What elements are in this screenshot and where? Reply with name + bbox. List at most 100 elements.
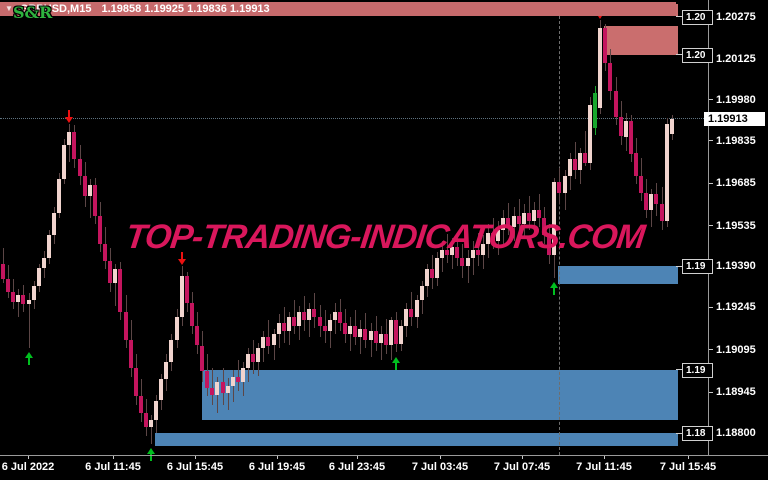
candle-wick <box>585 130 586 167</box>
candle-wick <box>29 293 30 349</box>
candle-body <box>389 320 393 346</box>
time-axis-tick <box>28 456 29 459</box>
candle-body <box>42 257 46 268</box>
candle-body <box>440 249 444 258</box>
watermark-text: TOP-TRADING-INDICATORS.COM <box>123 218 647 256</box>
time-axis-tick <box>113 456 114 459</box>
candle-body <box>593 92 597 128</box>
candle-body <box>501 218 505 230</box>
candle-wick <box>519 198 520 233</box>
candle-body <box>98 215 102 244</box>
price-axis-tick <box>709 349 713 351</box>
demand-zone <box>155 433 678 447</box>
candle-body <box>297 311 301 326</box>
price-tick-label: 1.19390 <box>716 260 756 273</box>
candle-body <box>379 334 383 343</box>
candle-body <box>527 212 531 222</box>
supply-zone <box>604 25 678 55</box>
candle-body <box>67 132 71 145</box>
buy-arrow-icon <box>25 352 33 366</box>
candle-body <box>639 176 643 193</box>
candle-body <box>542 218 546 236</box>
sell-arrow-icon <box>178 252 186 266</box>
candle-body <box>404 308 408 326</box>
buy-arrow-icon <box>147 448 155 462</box>
candle-body <box>430 269 434 278</box>
candle-body <box>292 317 296 326</box>
candle-body <box>481 243 485 256</box>
zone-price-connector <box>676 265 682 267</box>
arrow-stem <box>553 286 555 295</box>
candle-body <box>302 311 306 321</box>
price-tick-label: 1.20125 <box>716 52 756 65</box>
candle-body <box>200 345 204 371</box>
buy-arrow-icon <box>392 356 400 370</box>
candle-body <box>164 362 168 380</box>
candle-wick <box>478 232 479 267</box>
candle-body <box>134 368 138 397</box>
candle-wick <box>228 377 229 411</box>
arrow-head-up <box>550 281 558 288</box>
arrow-stem <box>395 361 397 370</box>
candle-wick <box>268 320 269 354</box>
current-price-box: 1.19913 <box>704 111 765 126</box>
candle-body <box>568 159 572 176</box>
price-tick-label: 1.19245 <box>716 301 756 314</box>
candle-body <box>282 322 286 332</box>
candle-body <box>624 121 628 137</box>
candle-body <box>103 243 107 261</box>
candle-body <box>277 322 281 335</box>
candle-wick <box>238 359 239 391</box>
candle-body <box>547 235 551 256</box>
candle-body <box>78 159 82 176</box>
candle-body <box>603 27 607 64</box>
time-tick-label: 6 Jul 19:45 <box>248 461 306 473</box>
time-axis-tick <box>688 456 689 459</box>
candle-body <box>21 294 25 305</box>
period-separator-line <box>559 16 560 455</box>
zone-price-box: 1.20 <box>682 47 713 63</box>
candle-body <box>460 257 464 267</box>
candle-body <box>512 215 516 227</box>
candle-body <box>52 212 56 236</box>
zone-price-connector <box>676 432 682 434</box>
chevron-down-icon[interactable]: ▼ <box>5 4 13 13</box>
candle-wick <box>447 233 448 264</box>
candle-body <box>517 215 521 225</box>
candle-body <box>256 348 260 363</box>
candle-body <box>537 209 541 219</box>
candle-body <box>450 246 454 256</box>
price-tick-label: 1.19685 <box>716 177 756 190</box>
price-axis-tick <box>709 140 713 142</box>
candle-body <box>47 235 51 258</box>
candle-body <box>37 267 41 287</box>
candle-body <box>634 153 638 176</box>
candle-body <box>665 123 669 222</box>
zone-price-box: 1.19 <box>682 362 713 378</box>
candle-body <box>614 91 618 117</box>
candle-body <box>384 334 388 346</box>
candle-body <box>578 153 582 171</box>
candle-wick <box>212 368 213 405</box>
candle-body <box>486 232 490 244</box>
candle-body <box>287 317 291 332</box>
candle-body <box>251 353 255 363</box>
candle-body <box>32 286 36 301</box>
chart-title-bar[interactable]: ▼ GBPUSD,M15 1.19858 1.19925 1.19836 1.1… <box>0 2 676 16</box>
time-tick-label: 7 Jul 03:45 <box>411 461 469 473</box>
symbol-period-label: GBPUSD,M15 <box>19 3 92 15</box>
candle-body <box>476 249 480 256</box>
candle-wick <box>411 291 412 326</box>
price-tick-label: 1.18945 <box>716 386 756 399</box>
candle-body <box>588 105 592 164</box>
time-axis-tick <box>195 456 196 459</box>
candle-body <box>159 379 163 401</box>
candle-body <box>169 339 173 363</box>
candle-body <box>62 145 66 179</box>
price-axis-tick <box>709 225 713 226</box>
candle-body <box>72 132 76 160</box>
candle-body <box>353 325 357 337</box>
